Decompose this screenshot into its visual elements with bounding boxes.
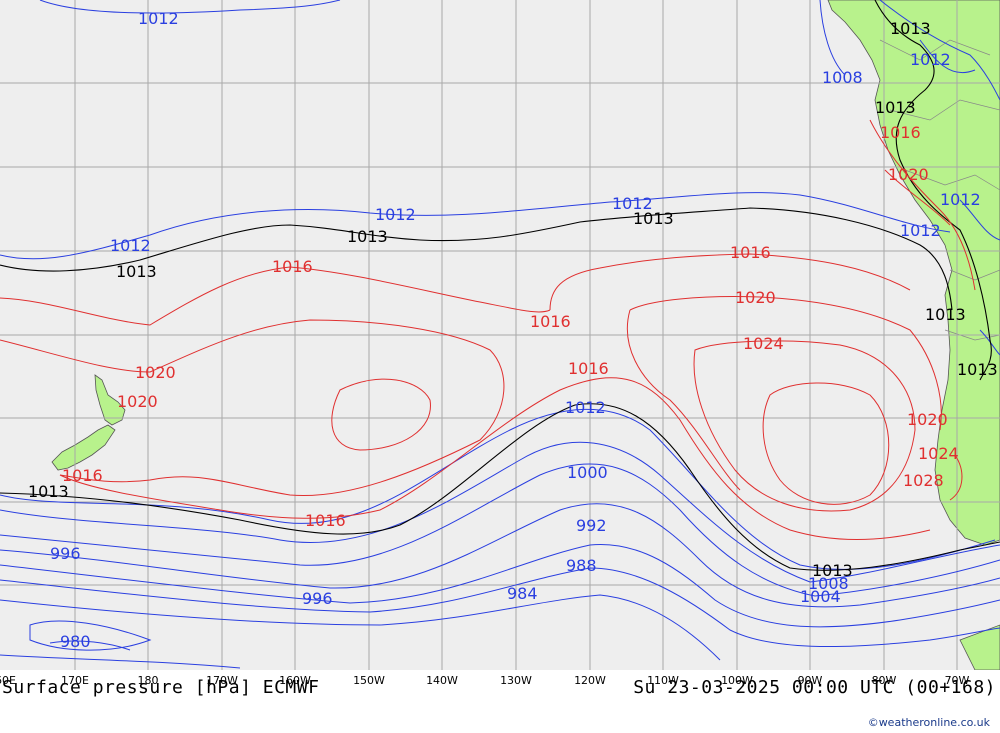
lon-label: 110W [647,674,679,687]
lon-label: 100W [721,674,753,687]
isobar-label: 1012 [110,236,151,255]
isobar-label: 984 [507,584,538,603]
isobar-label: 1012 [138,9,179,28]
isobar-label: 1012 [900,221,941,240]
isobar-label: 1016 [530,312,571,331]
lon-label: 120W [574,674,606,687]
isobar-label: 1016 [880,123,921,142]
lon-label: 170W [206,674,238,687]
isobars-low [0,0,1000,669]
map-title: Surface pressure [hPa] ECMWF [2,677,320,698]
isobar-label: 1013 [957,360,998,379]
isobars-reference [0,0,1000,571]
valid-time: Su 23-03-2025 00:00 UTC (00+168) [633,677,996,698]
isobar-label: 1012 [375,205,416,224]
isobar-label: 1013 [28,482,69,501]
lon-label: 170E [61,674,89,687]
credit-link[interactable]: ©weatheronline.co.uk [867,716,990,729]
country-borders [879,39,1000,341]
isobar-label: 1024 [918,444,959,463]
lon-label: 150W [353,674,385,687]
isobars-high [0,119,976,540]
isobar-label: 1008 [808,574,849,593]
lon-label: 70W [944,674,970,687]
lon-label: 90W [797,674,823,687]
lon-label: 130W [500,674,532,687]
isobar-label: 1024 [743,334,784,353]
isobar-label: 1020 [135,363,176,382]
lon-label: 140W [426,674,458,687]
isobar-label: 1013 [633,209,674,228]
isobar-label: 1016 [730,243,771,262]
isobar-label: 1016 [305,511,346,530]
isobar-label: 1013 [812,561,853,580]
isobar-label: 1013 [116,262,157,281]
isobar-label: 1020 [117,392,158,411]
isobar-label: 1000 [567,463,608,482]
isobar-label: 1013 [890,19,931,38]
lon-label: 160E [0,674,16,687]
isobar-label: 1020 [735,288,776,307]
isobar-label: 1013 [925,305,966,324]
isobar-label: 1016 [62,466,103,485]
isobar-label: 1016 [568,359,609,378]
isobar-labels: 1012 1012 1012 1012 1012 1012 1012 1012 … [28,9,998,651]
isobar-label: 996 [302,589,333,608]
lon-label: 80W [871,674,897,687]
isobar-label: 1012 [910,50,951,69]
new-zealand-south-island [51,424,116,471]
lon-label: 180 [137,674,159,687]
isobar-label: 1004 [800,587,841,606]
lon-label: 160W [279,674,311,687]
new-zealand-north-island [94,374,126,426]
isobar-label: 1016 [272,257,313,276]
isobar-label: 1012 [612,194,653,213]
graticule [0,0,1000,670]
pressure-map: 1012 1012 1012 1012 1012 1012 1012 1012 … [0,0,1000,670]
isobar-label: 988 [566,556,597,575]
isobar-label: 1020 [907,410,948,429]
isobar-label: 1028 [903,471,944,490]
isobar-label: 1013 [875,98,916,117]
isobar-label: 1020 [888,165,929,184]
isobar-label: 992 [576,516,607,535]
isobar-label: 996 [50,544,81,563]
isobar-label: 1013 [347,227,388,246]
isobar-label: 1012 [565,398,606,417]
isobar-label: 980 [60,632,91,651]
isobar-label: 1012 [940,190,981,209]
isobar-label: 1008 [822,68,863,87]
